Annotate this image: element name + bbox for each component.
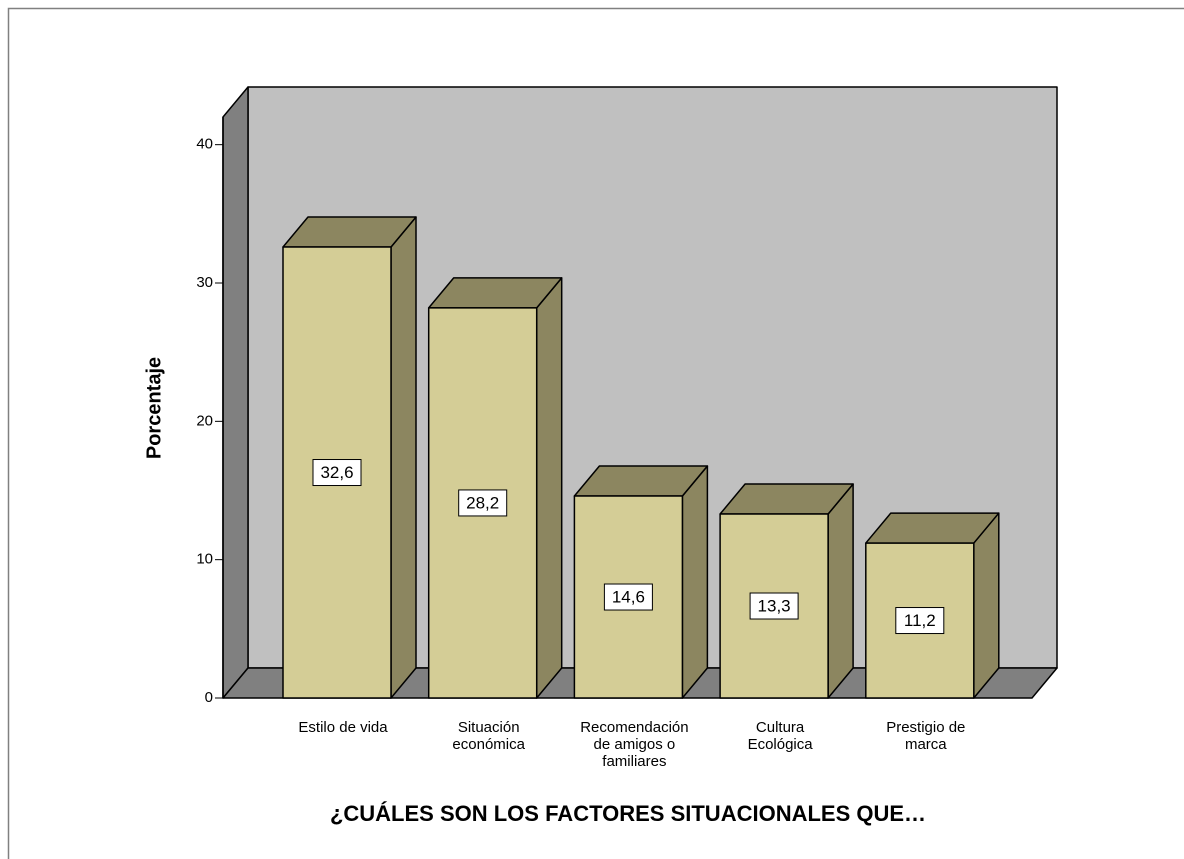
y-axis-title: Porcentaje <box>143 357 165 459</box>
value-label: 14,6 <box>612 588 645 607</box>
bar-side <box>390 216 417 699</box>
frame <box>7 7 1184 859</box>
bar-side <box>535 277 563 699</box>
y-tick-label: 20 <box>196 412 213 429</box>
value-label: 11,2 <box>904 611 936 630</box>
value-label: 32,6 <box>320 463 353 482</box>
x-tick-label: Recomendación de amigos o familiares <box>580 719 688 770</box>
x-tick-label: Estilo de vida <box>298 719 388 736</box>
value-label: 13,3 <box>758 596 791 615</box>
y-tick-label: 30 <box>196 274 213 291</box>
value-label: 28,2 <box>466 493 499 512</box>
value-label-box <box>312 459 362 487</box>
x-tick-label: Cultura Ecológica <box>748 719 814 753</box>
bar-side <box>681 465 709 699</box>
x-tick-label: Situación económica <box>452 719 525 753</box>
bar-side <box>827 483 854 699</box>
value-label-box <box>458 489 508 517</box>
y-tick-label: 40 <box>196 136 213 153</box>
y-tick-label: 10 <box>196 551 213 568</box>
value-label-box <box>749 592 799 620</box>
x-axis-title: ¿CUÁLES SON LOS FACTORES SITUACIONALES Q… <box>330 801 926 826</box>
left-wall <box>222 86 249 699</box>
bar-side <box>973 512 1000 699</box>
x-tick-label: Prestigio de marca <box>886 719 965 753</box>
value-label-box <box>895 607 945 635</box>
value-label-box <box>603 583 653 611</box>
y-tick-label: 0 <box>205 689 213 706</box>
